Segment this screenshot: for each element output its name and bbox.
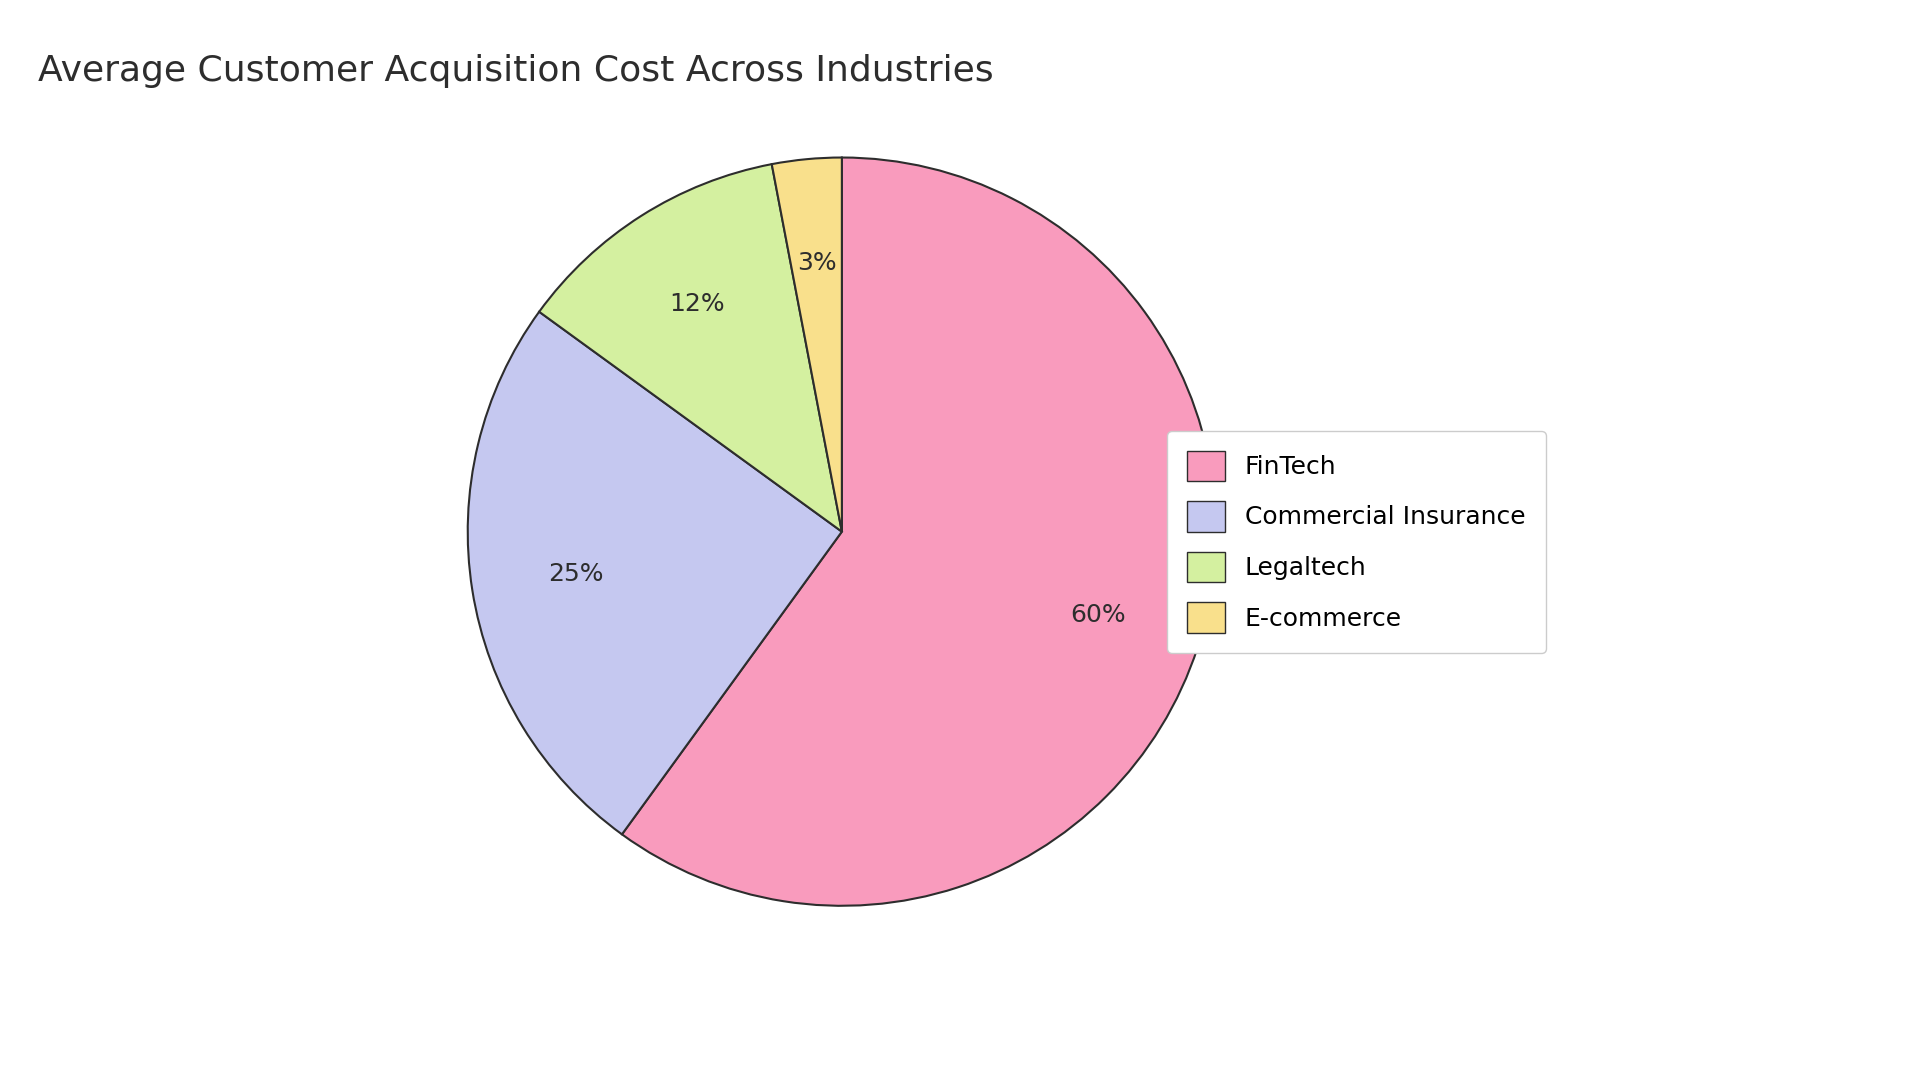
Wedge shape [772, 157, 841, 532]
Legend: FinTech, Commercial Insurance, Legaltech, E-commerce: FinTech, Commercial Insurance, Legaltech… [1167, 431, 1546, 652]
Text: 25%: 25% [547, 562, 603, 586]
Wedge shape [468, 312, 841, 834]
Text: 60%: 60% [1069, 603, 1125, 627]
Wedge shape [540, 165, 841, 532]
Text: 3%: 3% [797, 251, 837, 275]
Text: Average Customer Acquisition Cost Across Industries: Average Customer Acquisition Cost Across… [38, 54, 995, 88]
Text: 12%: 12% [670, 292, 726, 316]
Wedge shape [622, 157, 1215, 905]
